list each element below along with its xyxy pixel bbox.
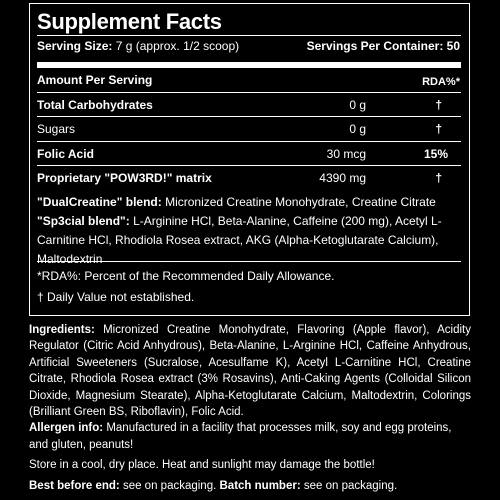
nutrient-amount: 30 mcg	[326, 147, 366, 161]
special-blend: "Sp3cial blend": L-Arginine HCl, Beta-Al…	[37, 212, 463, 269]
blend2-text: L-Arginine HCl, Beta-Alanine, Caffeine (…	[37, 214, 442, 266]
divider	[37, 35, 461, 36]
nutrient-name: Total Carbohydrates	[37, 98, 153, 112]
serving-size-label: Serving Size:	[37, 39, 113, 53]
nutrient-name: Folic Acid	[37, 147, 94, 161]
allergen-label: Allergen info:	[29, 422, 104, 435]
servings-per-container: Servings Per Container: 50	[306, 39, 460, 53]
ingredients-label: Ingredients:	[29, 324, 95, 336]
best-before-batch: Best before end: see on packaging. Batch…	[29, 478, 471, 494]
divider	[37, 141, 461, 142]
nutrient-name: Proprietary "POW3RD!" matrix	[37, 171, 212, 185]
blend1-label: "DualCreatine" blend:	[37, 195, 162, 209]
best-before-text: see on packaging.	[119, 479, 217, 492]
rda-footnote: *RDA%: Percent of the Recommended Daily …	[37, 269, 335, 283]
allergen-info: Allergen info: Manufactured in a facilit…	[29, 420, 471, 453]
divider	[37, 165, 461, 166]
product-info: Ingredients: Micronized Creatine Monohyd…	[29, 322, 471, 494]
supplement-facts-panel: Supplement Facts Serving Size: 7 g (appr…	[29, 3, 470, 316]
divider	[37, 92, 461, 93]
ingredients-text: Micronized Creatine Monohydrate, Flavori…	[29, 324, 471, 419]
dualcreatine-blend: "DualCreatine" blend: Micronized Creatin…	[37, 193, 463, 212]
serving-size: Serving Size: 7 g (approx. 1/2 scoop)	[37, 39, 239, 53]
nutrient-rda: 15%	[423, 147, 448, 161]
nutrient-name: Sugars	[37, 122, 76, 136]
blend2-label: "Sp3cial blend":	[37, 214, 130, 228]
batch-text: see on packaging.	[300, 479, 398, 492]
nutrient-amount: 0 g	[349, 98, 366, 112]
best-before-label: Best before end:	[29, 479, 120, 492]
batch-label: Batch number:	[219, 479, 301, 492]
amount-per-serving: Amount Per Serving	[37, 73, 153, 87]
dv-footnote: † Daily Value not established.	[37, 290, 195, 304]
blend1-text: Micronized Creatine Monohydrate, Creatin…	[161, 195, 436, 209]
blend-details: "DualCreatine" blend: Micronized Creatin…	[37, 193, 463, 269]
storage-info: Store in a cool, dry place. Heat and sun…	[29, 459, 375, 472]
serving-size-value: 7 g (approx. 1/2 scoop)	[115, 39, 240, 53]
allergen-text: Manufactured in a facility that processe…	[29, 422, 452, 451]
nutrient-amount: 0 g	[349, 122, 366, 136]
nutrient-rda: †	[435, 122, 442, 136]
divider	[37, 261, 461, 262]
divider	[37, 116, 461, 117]
nutrient-amount: 4390 mg	[319, 171, 366, 185]
nutrient-rda: †	[435, 171, 442, 185]
thick-divider	[37, 62, 461, 68]
ingredients: Ingredients: Micronized Creatine Monohyd…	[29, 322, 471, 420]
nutrient-rda: †	[435, 98, 442, 112]
facts-title: Supplement Facts	[37, 9, 222, 34]
rda-header: RDA%*	[422, 76, 460, 88]
